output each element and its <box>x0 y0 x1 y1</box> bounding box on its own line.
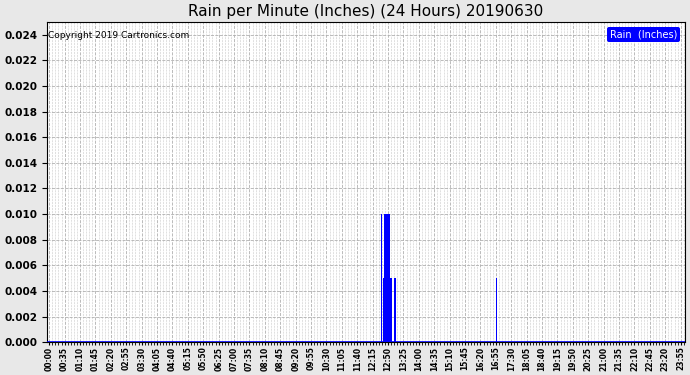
Text: Copyright 2019 Cartronics.com: Copyright 2019 Cartronics.com <box>48 32 190 40</box>
Legend: Rain  (Inches): Rain (Inches) <box>607 27 680 42</box>
Title: Rain per Minute (Inches) (24 Hours) 20190630: Rain per Minute (Inches) (24 Hours) 2019… <box>188 4 544 19</box>
